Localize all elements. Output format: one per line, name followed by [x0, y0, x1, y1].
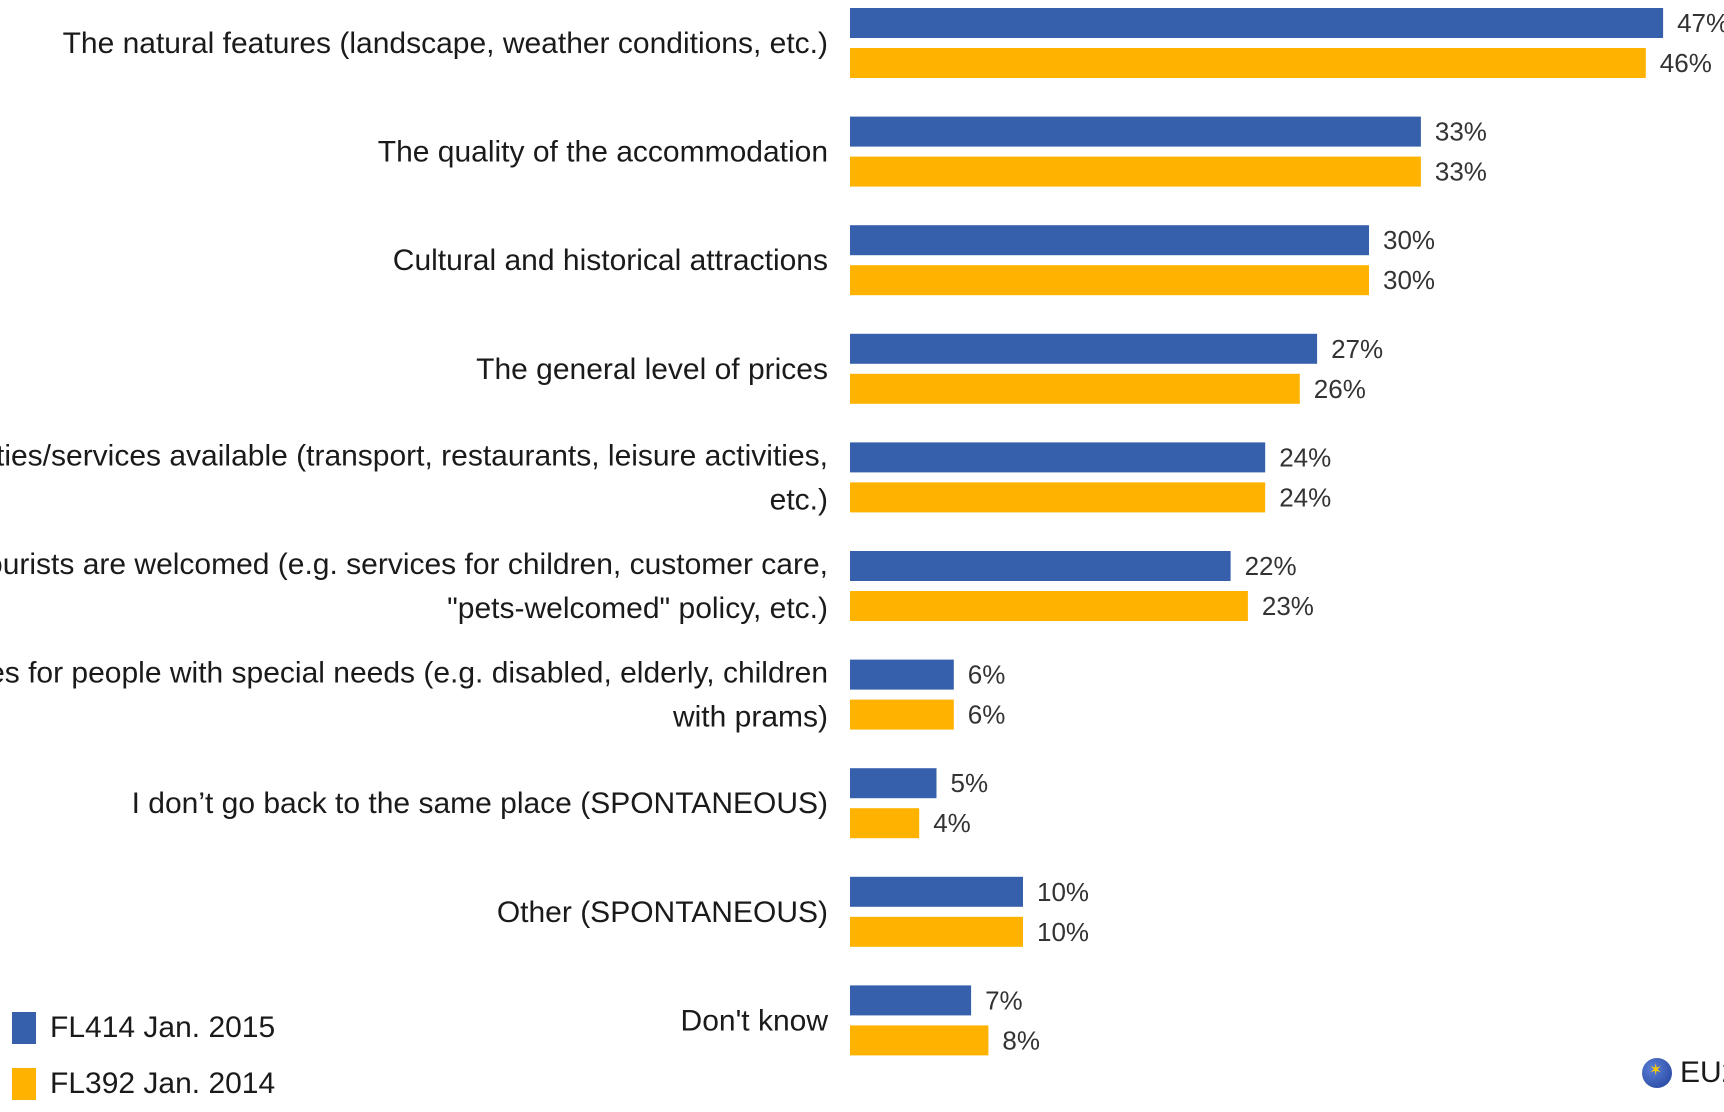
value-label-series-1: 5% — [951, 768, 989, 798]
bar-series-2 — [850, 699, 954, 730]
category-label-line: The general level of prices — [476, 353, 828, 386]
category-label-line: Accessible facilities for people with sp… — [0, 657, 828, 690]
bar-series-1 — [850, 876, 1023, 907]
value-label-series-1: 24% — [1279, 442, 1331, 472]
source-label: EU2 — [1680, 1056, 1724, 1089]
category-label-line: The quality of the accommodation — [378, 136, 828, 169]
category-label: The quality of activities/services avail… — [0, 439, 828, 516]
value-label-series-1: 47% — [1677, 8, 1724, 38]
category-label-line: Don't know — [681, 1004, 829, 1037]
bar-series-2 — [850, 265, 1369, 296]
value-label-series-1: 27% — [1331, 334, 1383, 364]
value-label-series-1: 22% — [1245, 551, 1297, 581]
category-label: The natural features (landscape, weather… — [63, 27, 828, 60]
value-label-series-1: 7% — [985, 985, 1023, 1015]
category-label: I don’t go back to the same place (SPONT… — [132, 787, 828, 820]
value-label-series-1: 33% — [1435, 117, 1487, 147]
category-label: Accessible facilities for people with sp… — [0, 657, 828, 734]
value-label-series-2: 10% — [1037, 917, 1089, 947]
bar-series-1 — [850, 985, 972, 1016]
value-label-series-2: 8% — [1002, 1025, 1040, 1055]
category-label-line: I don’t go back to the same place (SPONT… — [132, 787, 828, 820]
legend-label-series-2: FL392 Jan. 2014 — [50, 1067, 276, 1100]
value-label-series-2: 6% — [968, 700, 1006, 730]
category-label-line: The natural features (landscape, weather… — [63, 27, 828, 60]
category-label-line: Cultural and historical attractions — [393, 244, 828, 277]
category-label: Cultural and historical attractions — [393, 244, 828, 277]
legend-item-series-2: FL392 Jan. 2014 — [12, 1056, 275, 1112]
category-label: The general level of prices — [476, 353, 828, 386]
category-label: The quality of the accommodation — [378, 136, 828, 169]
category-label: Don't know — [681, 1004, 829, 1037]
bar-series-1 — [850, 333, 1318, 364]
bar-series-2 — [850, 916, 1023, 947]
value-label-series-1: 6% — [968, 660, 1006, 690]
category-label-line: The quality of activities/services avail… — [0, 439, 828, 472]
value-label-series-1: 30% — [1383, 225, 1435, 255]
legend-swatch-series-1 — [12, 1012, 36, 1044]
bar-series-1 — [850, 442, 1266, 473]
category-label-line: How tourists are welcomed (e.g. services… — [0, 548, 828, 581]
value-label-series-2: 23% — [1262, 591, 1314, 621]
category-label-line: etc.) — [770, 483, 828, 516]
bar-series-1 — [850, 768, 937, 799]
bar-series-2 — [850, 48, 1646, 78]
bar-series-1 — [850, 659, 954, 690]
category-label: How tourists are welcomed (e.g. services… — [0, 548, 828, 625]
category-label: Other (SPONTANEOUS) — [497, 896, 828, 929]
category-label-line: "pets-welcomed" policy, etc.) — [447, 592, 828, 625]
legend-label-series-1: FL414 Jan. 2015 — [50, 1011, 276, 1044]
category-label-line: Other (SPONTANEOUS) — [497, 896, 828, 929]
bar-series-2 — [850, 1025, 989, 1056]
value-label-series-2: 33% — [1435, 157, 1487, 187]
bar-series-1 — [850, 8, 1664, 38]
bar-series-2 — [850, 808, 920, 839]
value-label-series-2: 24% — [1279, 482, 1331, 512]
legend-swatch-series-2 — [12, 1068, 36, 1100]
bar-series-2 — [850, 482, 1266, 513]
bar-series-2 — [850, 373, 1300, 404]
legend-item-series-1: FL414 Jan. 2015 — [12, 1000, 275, 1056]
category-label-line: with prams) — [672, 701, 828, 734]
eu-flag-icon — [1642, 1058, 1672, 1088]
bar-series-1 — [850, 116, 1421, 147]
value-label-series-2: 26% — [1314, 374, 1366, 404]
value-label-series-1: 10% — [1037, 877, 1089, 907]
bar-series-2 — [850, 156, 1421, 187]
bar-series-2 — [850, 591, 1248, 621]
bar-series-1 — [850, 225, 1369, 256]
value-label-series-2: 46% — [1660, 48, 1712, 78]
source-badge: EU2 — [1642, 1056, 1724, 1090]
bar-series-1 — [850, 551, 1231, 581]
value-label-series-2: 30% — [1383, 265, 1435, 295]
legend: FL414 Jan. 2015 FL392 Jan. 2014 — [12, 1000, 275, 1112]
value-label-series-2: 4% — [933, 808, 971, 838]
